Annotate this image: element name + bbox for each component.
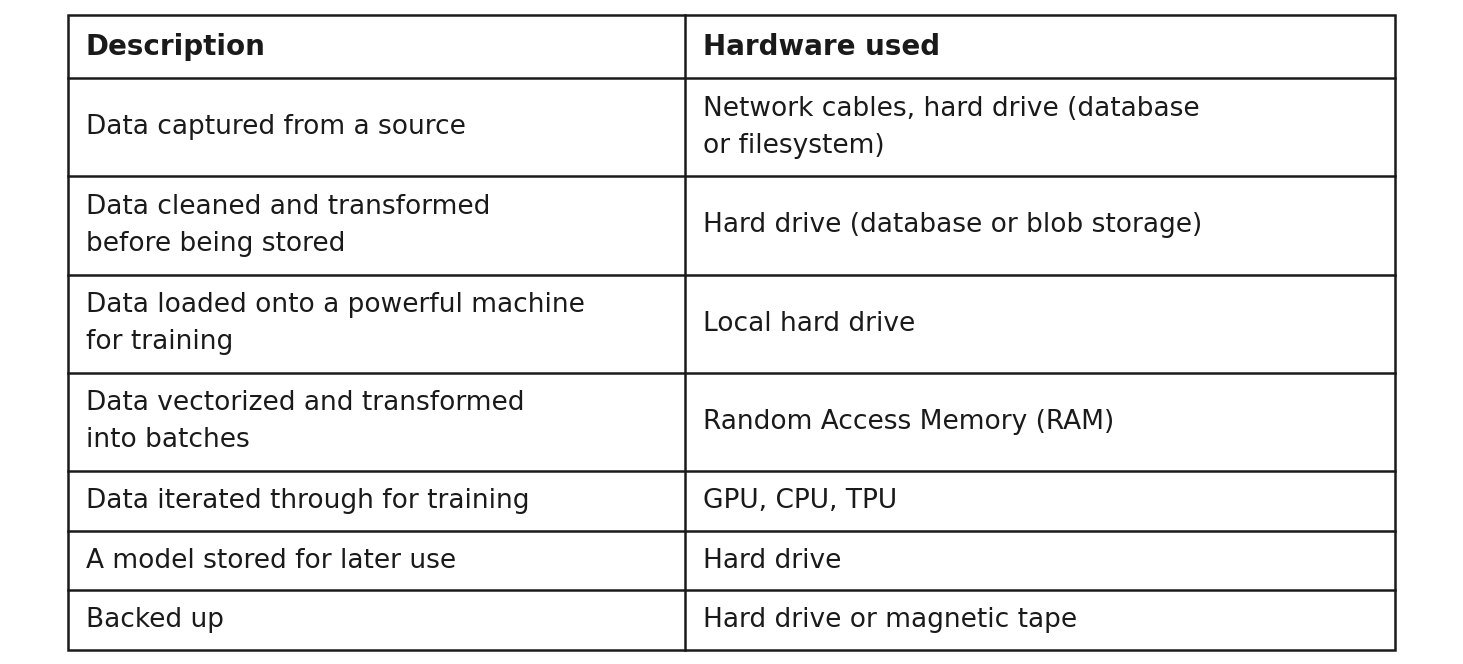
- Text: Data vectorized and transformed
into batches: Data vectorized and transformed into bat…: [86, 390, 525, 454]
- Text: Data cleaned and transformed
before being stored: Data cleaned and transformed before bein…: [86, 194, 490, 257]
- Text: Hardware used: Hardware used: [704, 33, 941, 60]
- Text: Description: Description: [86, 33, 266, 60]
- Text: Data iterated through for training: Data iterated through for training: [86, 488, 530, 514]
- Text: Random Access Memory (RAM): Random Access Memory (RAM): [704, 409, 1115, 435]
- Text: Local hard drive: Local hard drive: [704, 311, 916, 337]
- Text: Backed up: Backed up: [86, 607, 224, 633]
- Text: Data loaded onto a powerful machine
for training: Data loaded onto a powerful machine for …: [86, 292, 585, 355]
- Text: Hard drive or magnetic tape: Hard drive or magnetic tape: [704, 607, 1077, 633]
- Text: Network cables, hard drive (database
or filesystem): Network cables, hard drive (database or …: [704, 96, 1200, 159]
- Text: GPU, CPU, TPU: GPU, CPU, TPU: [704, 488, 897, 514]
- Text: A model stored for later use: A model stored for later use: [86, 548, 456, 574]
- Text: Data captured from a source: Data captured from a source: [86, 114, 465, 140]
- Text: Hard drive: Hard drive: [704, 548, 841, 574]
- Text: Hard drive (database or blob storage): Hard drive (database or blob storage): [704, 212, 1203, 238]
